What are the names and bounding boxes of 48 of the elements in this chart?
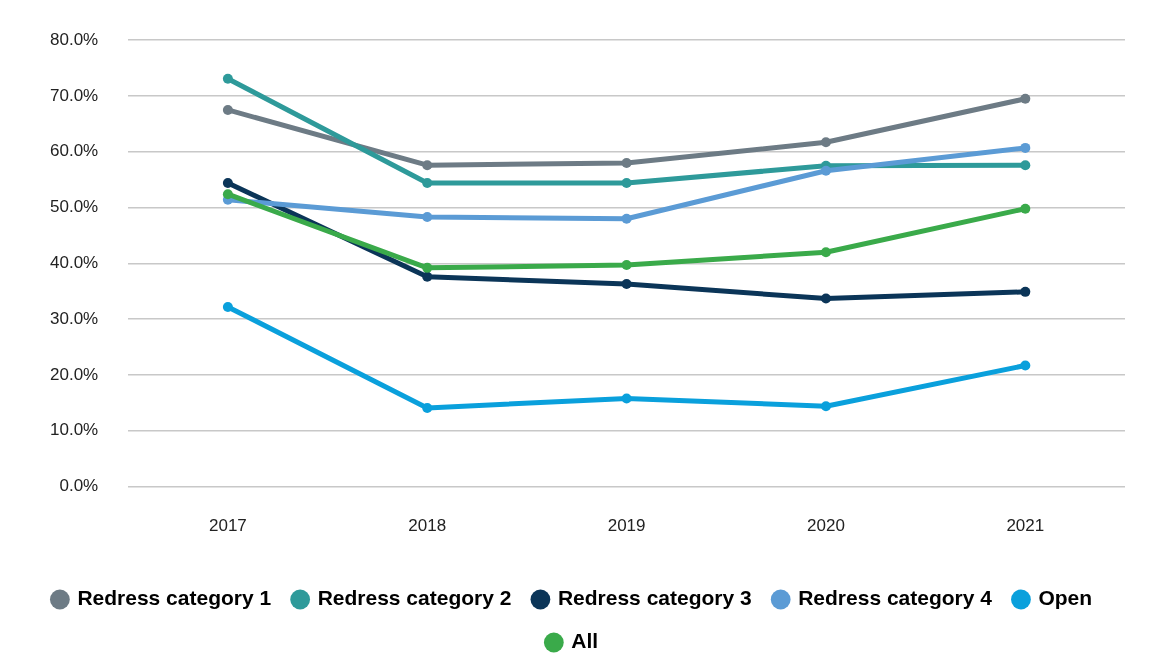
point [422, 178, 433, 189]
y-tick-label: 60.0% [50, 141, 99, 161]
point [1020, 360, 1031, 371]
legend-label: Redress category 3 [557, 586, 752, 610]
y-tick-label: 0.0% [59, 476, 99, 496]
point [222, 178, 233, 189]
point [422, 402, 433, 413]
y-tick-label: 40.0% [50, 253, 99, 273]
point [222, 189, 233, 200]
point [1020, 203, 1031, 214]
point [820, 401, 831, 412]
y-tick-label: 70.0% [50, 85, 99, 105]
point [621, 260, 632, 271]
point [621, 393, 632, 404]
point [820, 137, 831, 148]
point [222, 301, 233, 312]
point [422, 212, 433, 223]
point [1020, 142, 1031, 153]
point [222, 73, 233, 84]
point [621, 279, 632, 290]
point [621, 157, 632, 168]
x-tick-label: 2021 [1006, 516, 1045, 536]
point [621, 213, 632, 224]
y-tick-label: 20.0% [50, 364, 99, 384]
y-tick-label: 10.0% [50, 420, 99, 440]
point [422, 271, 433, 282]
legend-label: Redress category 4 [798, 586, 993, 610]
point [820, 293, 831, 304]
point [422, 160, 433, 171]
point [1020, 286, 1031, 297]
x-tick-label: 2019 [607, 516, 646, 536]
point [422, 262, 433, 273]
legend-label: Redress category 1 [77, 586, 272, 610]
point [1020, 93, 1031, 104]
point [820, 165, 831, 176]
x-tick-label: 2017 [208, 516, 247, 536]
point [222, 104, 233, 115]
y-tick-label: 50.0% [50, 197, 99, 217]
legend-label: Open [1038, 586, 1093, 610]
y-tick-label: 80.0% [50, 29, 99, 49]
point [621, 178, 632, 189]
legend-label: Redress category 2 [317, 586, 512, 610]
x-tick-label: 2018 [408, 516, 447, 536]
x-tick-label: 2020 [807, 516, 845, 536]
point [820, 247, 831, 258]
point [1020, 160, 1031, 171]
y-tick-label: 30.0% [50, 308, 99, 328]
legend-label: All [571, 629, 599, 653]
